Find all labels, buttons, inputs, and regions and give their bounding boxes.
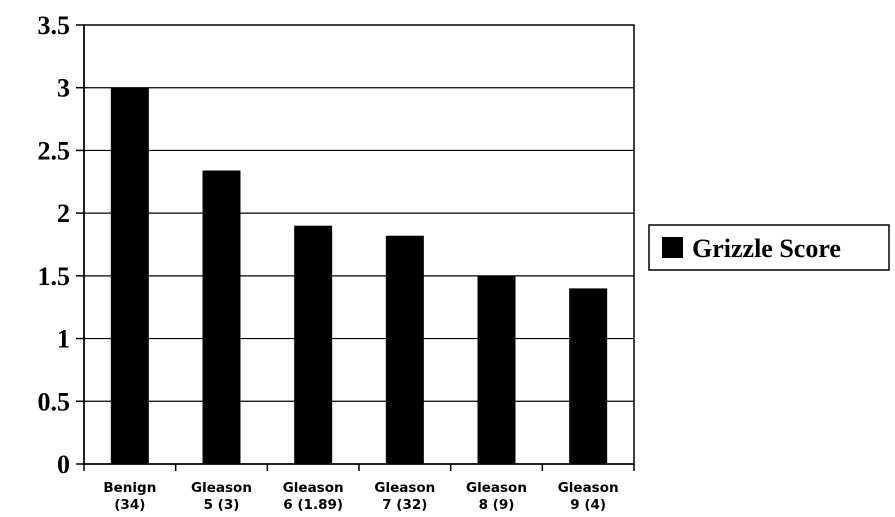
x-tick-label: Gleason xyxy=(558,480,619,496)
x-tick-label: 7 (32) xyxy=(382,497,427,513)
x-tick-label: Gleason xyxy=(466,480,527,496)
y-tick-labels: 0 0.5 1 1.5 2 2.5 3 3.5 xyxy=(38,11,71,479)
x-tick-label: (34) xyxy=(114,497,145,513)
axes xyxy=(76,24,635,471)
legend-label: Grizzle Score xyxy=(692,234,841,263)
y-tick-label: 3.5 xyxy=(38,11,71,40)
legend: Grizzle Score xyxy=(648,224,890,271)
x-tick-label: Gleason xyxy=(191,480,252,496)
x-tick-label: Benign xyxy=(103,480,156,496)
legend-box xyxy=(648,224,890,271)
plot-frame xyxy=(83,24,635,465)
x-tick-label: Gleason xyxy=(374,480,435,496)
y-tick-label: 0.5 xyxy=(38,387,71,416)
x-tick-label: 6 (1.89) xyxy=(283,497,343,513)
bar xyxy=(477,275,516,464)
x-tick-label: 5 (3) xyxy=(204,497,240,513)
bar xyxy=(110,87,149,464)
y-tick-label: 0 xyxy=(57,450,70,479)
y-tick-label: 2 xyxy=(57,199,70,228)
bar xyxy=(294,225,333,464)
bar xyxy=(569,288,608,464)
y-tick-label: 2.5 xyxy=(38,136,71,165)
bars xyxy=(110,87,608,465)
y-tick-label: 3 xyxy=(57,74,70,103)
y-tick-label: 1.5 xyxy=(38,262,71,291)
gridlines xyxy=(84,87,634,402)
bar xyxy=(202,170,241,465)
bar xyxy=(385,235,424,464)
x-tick-label: 9 (4) xyxy=(570,497,606,513)
x-tick-label: 8 (9) xyxy=(479,497,515,513)
x-tick-label: Gleason xyxy=(283,480,344,496)
legend-swatch xyxy=(662,237,683,258)
y-tick-label: 1 xyxy=(57,325,70,354)
